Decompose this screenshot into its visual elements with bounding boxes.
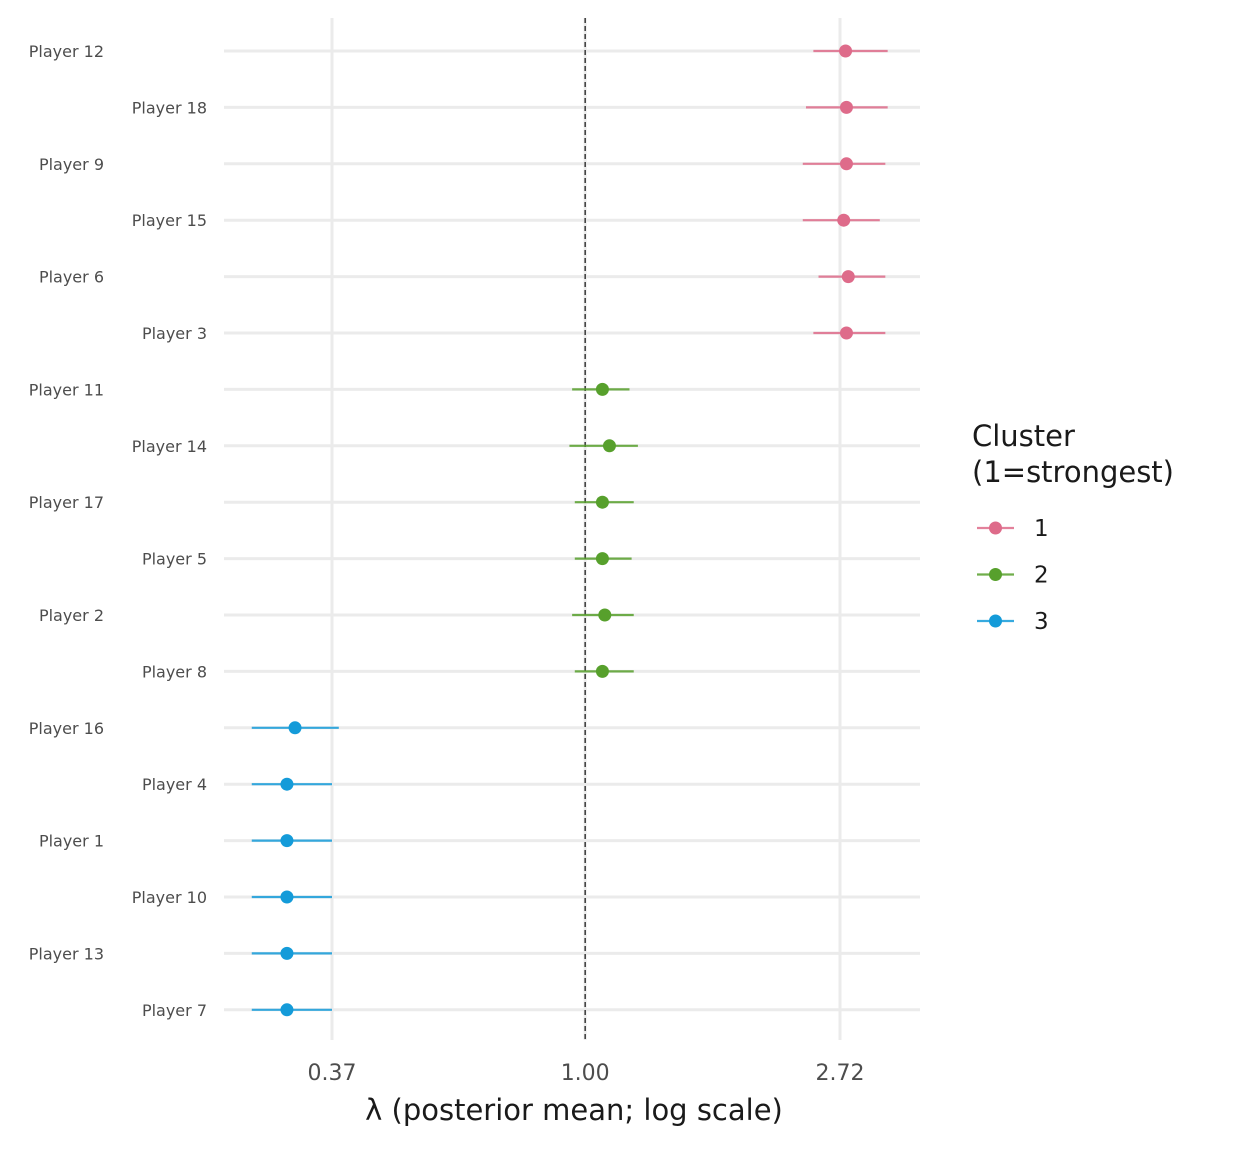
mean-point — [280, 1003, 294, 1017]
mean-point — [839, 100, 853, 114]
legend-label: 2 — [1034, 563, 1049, 589]
y-tick-label: Player 5 — [142, 550, 207, 569]
legend-title-line: Cluster — [972, 419, 1075, 453]
y-tick-label: Player 3 — [142, 324, 207, 343]
x-axis-tick-labels: 0.37 1.00 2.72 — [308, 1061, 865, 1086]
x-axis-title: λ (posterior mean; log scale) — [365, 1093, 783, 1127]
mean-point — [837, 213, 851, 227]
legend-label: 1 — [1034, 516, 1049, 542]
mean-point — [598, 608, 612, 622]
mean-point — [280, 777, 294, 791]
y-tick-label: Player 11 — [29, 380, 104, 399]
y-tick-label: Player 17 — [29, 493, 104, 512]
mean-point — [839, 44, 853, 58]
y-tick-label: Player 4 — [142, 775, 207, 794]
x-tick-label: 1.00 — [561, 1061, 610, 1086]
legend-key-point — [989, 521, 1002, 535]
y-tick-label: Player 16 — [29, 719, 104, 738]
y-axis-labels: Player 12 Player 18 Player 9 Player 15 Playe… — [29, 42, 207, 1020]
mean-point — [280, 890, 294, 904]
y-tick-label: Player 18 — [132, 98, 207, 117]
x-tick-label: 0.37 — [308, 1061, 357, 1086]
mean-point — [595, 552, 609, 566]
mean-point — [595, 664, 609, 678]
mean-point — [288, 721, 302, 735]
y-tick-label: Player 9 — [39, 155, 104, 174]
legend: Cluster(1=strongest) 1 2 3 — [972, 419, 1174, 635]
mean-point — [280, 946, 294, 960]
y-tick-label: Player 13 — [29, 944, 104, 963]
y-tick-label: Player 12 — [29, 42, 104, 61]
mean-point — [839, 157, 853, 171]
mean-point — [602, 439, 616, 453]
horizontal-gridlines — [224, 49, 920, 1012]
y-tick-label: Player 1 — [39, 832, 104, 851]
y-tick-label: Player 15 — [132, 211, 207, 230]
x-tick-label: 2.72 — [816, 1061, 865, 1086]
mean-point — [595, 382, 609, 396]
y-tick-label: Player 2 — [39, 606, 104, 625]
mean-point — [280, 834, 294, 848]
legend-key-point — [989, 568, 1002, 581]
mean-point — [841, 270, 855, 284]
y-tick-label: Player 14 — [132, 437, 207, 456]
legend-label: 3 — [1034, 609, 1049, 635]
data-marks — [251, 44, 888, 1017]
vertical-gridlines — [330, 18, 842, 1040]
y-tick-label: Player 8 — [142, 662, 207, 681]
mean-point — [839, 326, 853, 340]
mean-point — [595, 495, 609, 509]
legend-title-line: (1=strongest) — [972, 455, 1174, 489]
legend-key-point — [989, 614, 1002, 628]
y-tick-label: Player 10 — [132, 888, 207, 907]
y-tick-label: Player 7 — [142, 1001, 207, 1020]
y-tick-label: Player 6 — [39, 268, 104, 287]
